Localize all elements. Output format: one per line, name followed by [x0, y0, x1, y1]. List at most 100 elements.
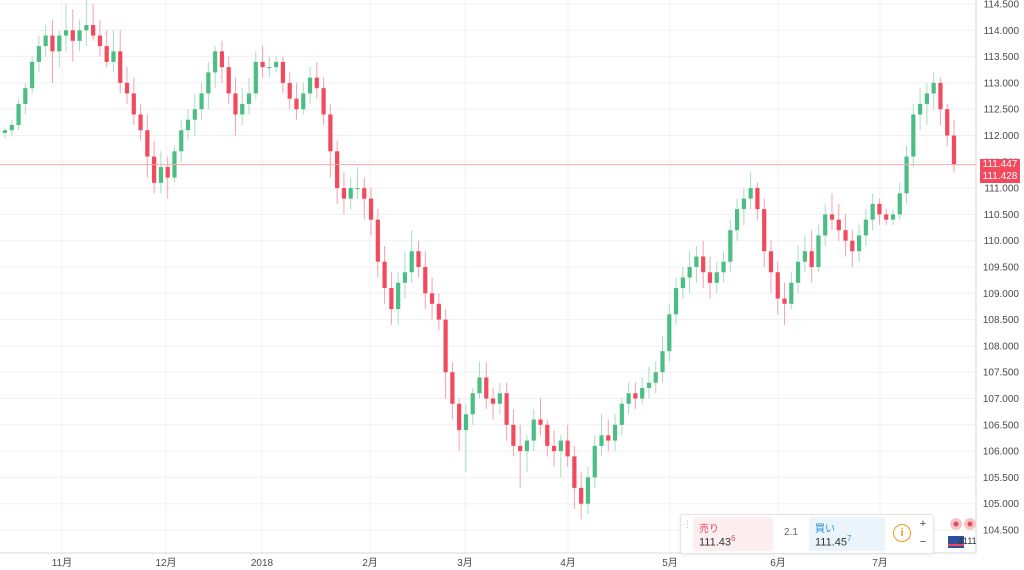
candles — [2, 0, 957, 520]
candle — [118, 30, 123, 94]
candle — [131, 77, 136, 125]
candle — [579, 472, 584, 520]
candle — [436, 293, 441, 331]
candle-body — [375, 219, 380, 262]
y-tick-label: 112.000 — [984, 131, 1020, 142]
candle-body — [782, 298, 787, 304]
trade-panel: ⋮⋮ 売り 111.436 2.1 買い 111.457 i + − — [680, 514, 934, 554]
zoom-out-button[interactable]: − — [919, 536, 927, 548]
candle-body — [890, 214, 896, 220]
candle — [755, 182, 760, 220]
candle — [43, 25, 48, 57]
candle — [653, 361, 658, 394]
zoom-in-button[interactable]: + — [919, 518, 927, 530]
y-axis: 114.500 114.000 113.500 113.000 112.500 112.0… — [983, 0, 1020, 537]
y-tick-label: 113.500 — [984, 52, 1020, 63]
candle — [91, 4, 96, 41]
candle — [287, 72, 292, 110]
candle-body — [660, 351, 665, 373]
candle — [70, 9, 75, 62]
candle-body — [741, 198, 746, 210]
candle-body — [551, 445, 557, 452]
candle-body — [335, 151, 340, 189]
candle — [558, 435, 563, 478]
candle — [402, 251, 408, 299]
candle-body — [328, 114, 333, 152]
candle — [673, 277, 679, 325]
candle — [795, 245, 801, 294]
candle — [457, 398, 462, 452]
candle — [782, 282, 787, 325]
candle-body — [389, 288, 394, 310]
candle — [253, 51, 258, 99]
y-tick-label: 105.500 — [983, 473, 1020, 484]
candle — [911, 103, 916, 168]
chart-widget-icon: 4111 — [948, 518, 977, 548]
candle — [816, 224, 821, 273]
candle-body — [118, 51, 123, 83]
candle — [416, 240, 421, 278]
candle — [714, 261, 719, 294]
candle-body — [145, 130, 150, 157]
candle — [111, 30, 116, 73]
candle-body — [97, 35, 103, 47]
candle-body — [443, 319, 448, 373]
candle — [877, 198, 882, 225]
current-price-tag-upper: 111.447 — [980, 158, 1020, 171]
buy-label: 買い — [815, 524, 835, 535]
candle — [870, 193, 875, 231]
candle-body — [463, 414, 469, 431]
candle — [599, 414, 604, 457]
drag-handle-icon[interactable]: ⋮⋮ — [683, 519, 701, 529]
candle — [585, 466, 591, 515]
candle — [809, 230, 814, 283]
x-tick-label: 2018 — [251, 558, 274, 569]
candle — [470, 387, 475, 425]
candle — [267, 56, 272, 78]
candle — [362, 177, 367, 220]
candle-body — [490, 398, 496, 404]
candle — [246, 77, 252, 115]
candle — [341, 172, 347, 215]
buy-button[interactable]: 買い 111.457 — [809, 517, 885, 551]
candle-body — [91, 25, 96, 36]
candle — [2, 127, 8, 139]
candle — [307, 67, 313, 104]
candle — [138, 103, 143, 141]
candle-body — [667, 314, 672, 352]
y-tick-label: 106.500 — [983, 420, 1020, 431]
candle-body — [477, 377, 482, 394]
candle-body — [253, 61, 258, 94]
candle — [335, 140, 340, 204]
candle-body — [816, 235, 821, 267]
candle-body — [294, 98, 299, 110]
candle — [97, 19, 103, 57]
candle-body — [823, 214, 828, 236]
sell-button[interactable]: 売り 111.436 — [693, 517, 773, 551]
candle-body — [884, 214, 889, 220]
candle — [389, 272, 394, 325]
flag-widget[interactable]: 4111 — [946, 514, 986, 554]
candle-body — [694, 256, 699, 267]
candle-body — [104, 46, 109, 62]
candle — [897, 182, 902, 220]
candle — [158, 151, 164, 194]
candle — [165, 156, 170, 199]
candle-body — [504, 393, 509, 425]
candle — [429, 277, 435, 320]
info-icon[interactable]: i — [893, 524, 911, 542]
candle — [524, 435, 530, 473]
candle — [192, 93, 197, 136]
candle — [829, 193, 835, 231]
candle — [545, 419, 550, 457]
candle — [741, 188, 746, 225]
candle-body — [572, 456, 577, 488]
candle — [57, 30, 62, 68]
grid — [0, 0, 976, 553]
candle-body — [185, 119, 191, 131]
candle-body — [843, 230, 848, 241]
candle — [355, 167, 360, 199]
candle — [592, 435, 597, 488]
candle-body — [226, 67, 231, 94]
